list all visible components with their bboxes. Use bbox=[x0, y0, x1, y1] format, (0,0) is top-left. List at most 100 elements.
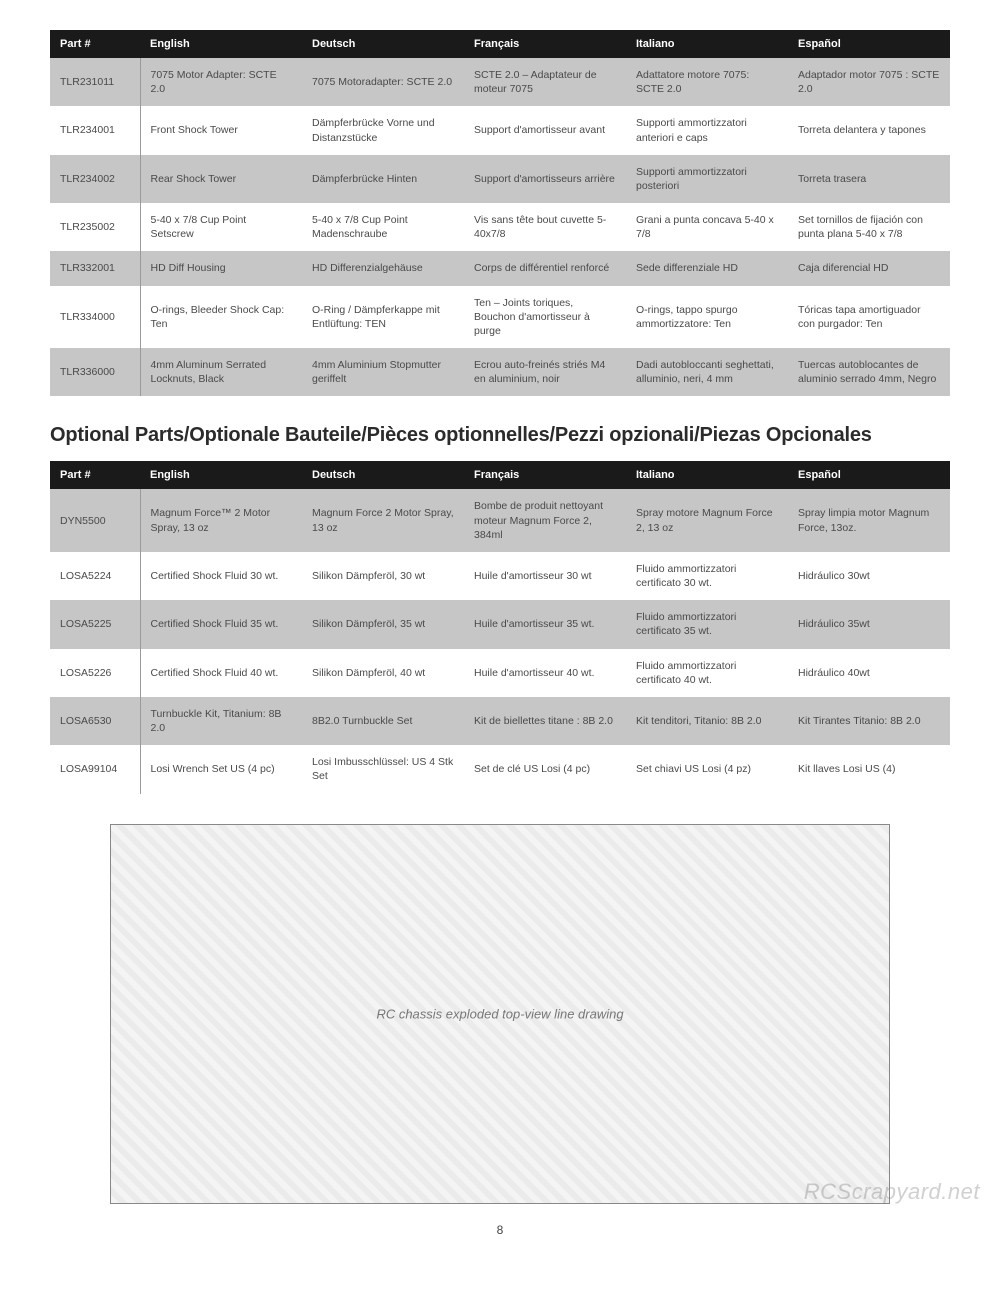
chassis-diagram bbox=[110, 824, 890, 1204]
part-number: LOSA99104 bbox=[50, 745, 140, 793]
col-espanol: Español bbox=[788, 30, 950, 58]
cell-francais: Vis sans tête bout cuvette 5-40x7/8 bbox=[464, 203, 626, 251]
table-row: TLR2350025-40 x 7/8 Cup Point Setscrew5-… bbox=[50, 203, 950, 251]
cell-espanol: Hidráulico 30wt bbox=[788, 552, 950, 600]
col-espanol: Español bbox=[788, 461, 950, 489]
cell-espanol: Tóricas tapa amortiguador con purgador: … bbox=[788, 286, 950, 349]
col-english: English bbox=[140, 461, 302, 489]
cell-italiano: Fluido ammortizzatori certificato 35 wt. bbox=[626, 600, 788, 648]
cell-deutsch: Dämpferbrücke Vorne und Distanzstücke bbox=[302, 106, 464, 154]
cell-italiano: Sede differenziale HD bbox=[626, 251, 788, 285]
cell-italiano: Kit tenditori, Titanio: 8B 2.0 bbox=[626, 697, 788, 745]
cell-italiano: O-rings, tappo spurgo ammortizzatore: Te… bbox=[626, 286, 788, 349]
part-number: LOSA5224 bbox=[50, 552, 140, 600]
cell-italiano: Grani a punta concava 5-40 x 7/8 bbox=[626, 203, 788, 251]
page-number: 8 bbox=[50, 1223, 950, 1237]
cell-english: Magnum Force™ 2 Motor Spray, 13 oz bbox=[140, 489, 302, 552]
col-deutsch: Deutsch bbox=[302, 30, 464, 58]
cell-italiano: Fluido ammortizzatori certificato 30 wt. bbox=[626, 552, 788, 600]
cell-espanol: Hidráulico 40wt bbox=[788, 649, 950, 697]
cell-italiano: Dadi autobloccanti seghettati, alluminio… bbox=[626, 348, 788, 396]
cell-espanol: Adaptador motor 7075 : SCTE 2.0 bbox=[788, 58, 950, 106]
table-row: LOSA5226Certified Shock Fluid 40 wt.Sili… bbox=[50, 649, 950, 697]
cell-espanol: Set tornillos de fijación con punta plan… bbox=[788, 203, 950, 251]
cell-deutsch: Dämpferbrücke Hinten bbox=[302, 155, 464, 203]
cell-deutsch: Losi Imbusschlüssel: US 4 Stk Set bbox=[302, 745, 464, 793]
cell-francais: Ecrou auto-freinés striés M4 en aluminiu… bbox=[464, 348, 626, 396]
table-row: TLR332001HD Diff HousingHD Differenzialg… bbox=[50, 251, 950, 285]
cell-deutsch: 4mm Aluminium Stopmutter geriffelt bbox=[302, 348, 464, 396]
cell-espanol: Kit llaves Losi US (4) bbox=[788, 745, 950, 793]
col-francais: Français bbox=[464, 30, 626, 58]
cell-italiano: Supporti ammortizzatori anteriori e caps bbox=[626, 106, 788, 154]
col-part: Part # bbox=[50, 461, 140, 489]
cell-francais: Huile d'amortisseur 35 wt. bbox=[464, 600, 626, 648]
col-deutsch: Deutsch bbox=[302, 461, 464, 489]
cell-english: Certified Shock Fluid 30 wt. bbox=[140, 552, 302, 600]
cell-english: Turnbuckle Kit, Titanium: 8B 2.0 bbox=[140, 697, 302, 745]
cell-francais: Support d'amortisseurs arrière bbox=[464, 155, 626, 203]
cell-francais: Corps de différentiel renforcé bbox=[464, 251, 626, 285]
cell-francais: Huile d'amortisseur 30 wt bbox=[464, 552, 626, 600]
table-row: TLR2310117075 Motor Adapter: SCTE 2.0707… bbox=[50, 58, 950, 106]
table-row: DYN5500Magnum Force™ 2 Motor Spray, 13 o… bbox=[50, 489, 950, 552]
cell-espanol: Torreta trasera bbox=[788, 155, 950, 203]
part-number: TLR234001 bbox=[50, 106, 140, 154]
chassis-diagram-container bbox=[50, 824, 950, 1207]
cell-espanol: Tuercas autoblocantes de aluminio serrad… bbox=[788, 348, 950, 396]
table-row: TLR3360004mm Aluminum Serrated Locknuts,… bbox=[50, 348, 950, 396]
table-row: LOSA99104Losi Wrench Set US (4 pc)Losi I… bbox=[50, 745, 950, 793]
table-row: LOSA6530Turnbuckle Kit, Titanium: 8B 2.0… bbox=[50, 697, 950, 745]
cell-italiano: Adattatore motore 7075: SCTE 2.0 bbox=[626, 58, 788, 106]
cell-english: Certified Shock Fluid 35 wt. bbox=[140, 600, 302, 648]
cell-deutsch: 8B2.0 Turnbuckle Set bbox=[302, 697, 464, 745]
col-francais: Français bbox=[464, 461, 626, 489]
cell-espanol: Caja diferencial HD bbox=[788, 251, 950, 285]
part-number: TLR332001 bbox=[50, 251, 140, 285]
part-number: LOSA5225 bbox=[50, 600, 140, 648]
table-row: TLR334000O-rings, Bleeder Shock Cap: Ten… bbox=[50, 286, 950, 349]
cell-english: Rear Shock Tower bbox=[140, 155, 302, 203]
main-table-body: TLR2310117075 Motor Adapter: SCTE 2.0707… bbox=[50, 58, 950, 396]
part-number: TLR336000 bbox=[50, 348, 140, 396]
table-header: Part # English Deutsch Français Italiano… bbox=[50, 30, 950, 58]
cell-english: Losi Wrench Set US (4 pc) bbox=[140, 745, 302, 793]
cell-deutsch: Silikon Dämpferöl, 30 wt bbox=[302, 552, 464, 600]
cell-espanol: Torreta delantera y tapones bbox=[788, 106, 950, 154]
cell-english: HD Diff Housing bbox=[140, 251, 302, 285]
optional-parts-table: Part # English Deutsch Français Italiano… bbox=[50, 461, 950, 793]
cell-espanol: Hidráulico 35wt bbox=[788, 600, 950, 648]
cell-italiano: Spray motore Magnum Force 2, 13 oz bbox=[626, 489, 788, 552]
cell-francais: Bombe de produit nettoyant moteur Magnum… bbox=[464, 489, 626, 552]
part-number: TLR234002 bbox=[50, 155, 140, 203]
part-number: LOSA6530 bbox=[50, 697, 140, 745]
cell-english: Certified Shock Fluid 40 wt. bbox=[140, 649, 302, 697]
table-row: TLR234001Front Shock TowerDämpferbrücke … bbox=[50, 106, 950, 154]
cell-francais: Ten – Joints toriques, Bouchon d'amortis… bbox=[464, 286, 626, 349]
col-italiano: Italiano bbox=[626, 30, 788, 58]
col-part: Part # bbox=[50, 30, 140, 58]
cell-deutsch: O-Ring / Dämpferkappe mit Entlüftung: TE… bbox=[302, 286, 464, 349]
part-number: LOSA5226 bbox=[50, 649, 140, 697]
part-number: TLR235002 bbox=[50, 203, 140, 251]
cell-deutsch: 5-40 x 7/8 Cup Point Madenschraube bbox=[302, 203, 464, 251]
table-row: LOSA5224Certified Shock Fluid 30 wt.Sili… bbox=[50, 552, 950, 600]
col-italiano: Italiano bbox=[626, 461, 788, 489]
part-number: DYN5500 bbox=[50, 489, 140, 552]
cell-espanol: Spray limpia motor Magnum Force, 13oz. bbox=[788, 489, 950, 552]
cell-francais: SCTE 2.0 – Adaptateur de moteur 7075 bbox=[464, 58, 626, 106]
optional-table-body: DYN5500Magnum Force™ 2 Motor Spray, 13 o… bbox=[50, 489, 950, 793]
cell-deutsch: Silikon Dämpferöl, 40 wt bbox=[302, 649, 464, 697]
cell-italiano: Fluido ammortizzatori certificato 40 wt. bbox=[626, 649, 788, 697]
cell-francais: Kit de biellettes titane : 8B 2.0 bbox=[464, 697, 626, 745]
cell-espanol: Kit Tirantes Titanio: 8B 2.0 bbox=[788, 697, 950, 745]
table-row: LOSA5225Certified Shock Fluid 35 wt.Sili… bbox=[50, 600, 950, 648]
cell-deutsch: 7075 Motoradapter: SCTE 2.0 bbox=[302, 58, 464, 106]
cell-italiano: Set chiavi US Losi (4 pz) bbox=[626, 745, 788, 793]
cell-italiano: Supporti ammortizzatori posteriori bbox=[626, 155, 788, 203]
cell-deutsch: Magnum Force 2 Motor Spray, 13 oz bbox=[302, 489, 464, 552]
table-row: TLR234002Rear Shock TowerDämpferbrücke H… bbox=[50, 155, 950, 203]
cell-english: 4mm Aluminum Serrated Locknuts, Black bbox=[140, 348, 302, 396]
cell-english: 7075 Motor Adapter: SCTE 2.0 bbox=[140, 58, 302, 106]
cell-francais: Support d'amortisseur avant bbox=[464, 106, 626, 154]
